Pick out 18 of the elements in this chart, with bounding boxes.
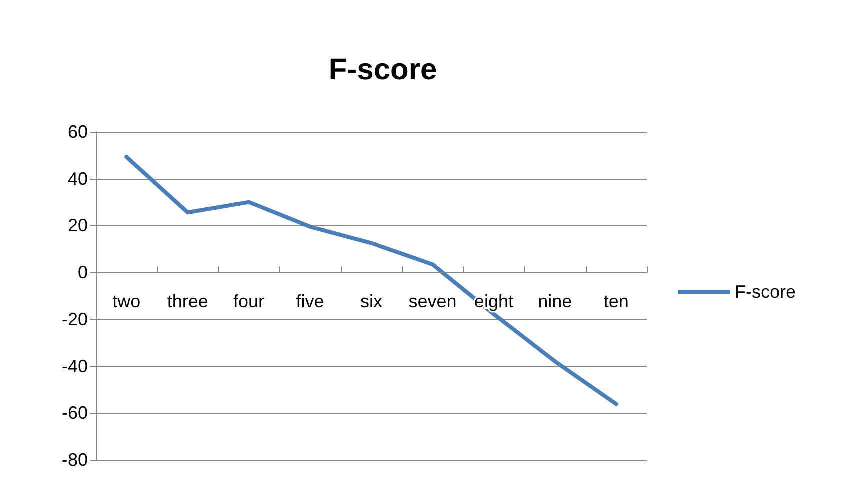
y-tick-label: -60 — [62, 403, 88, 424]
x-tick-label: nine — [538, 292, 572, 312]
legend-label: F-score — [735, 282, 796, 302]
x-tick-label: five — [296, 292, 324, 312]
chart-title: F-score — [328, 54, 438, 86]
y-tick-label: 0 — [78, 262, 88, 283]
y-tick-label: -40 — [62, 356, 88, 376]
y-tick-label: 20 — [68, 216, 88, 236]
x-tick-label: six — [360, 292, 382, 312]
x-tick-label: four — [234, 292, 265, 312]
y-tick-label: 60 — [68, 122, 88, 142]
x-tick-label: two — [112, 292, 141, 312]
x-tick-label: ten — [604, 292, 629, 312]
y-tick-label: -20 — [62, 309, 88, 330]
y-tick-label: -80 — [62, 450, 88, 470]
y-tick-label: 40 — [68, 168, 88, 189]
x-tick-label: seven — [408, 292, 457, 312]
x-tick-label: three — [167, 292, 208, 312]
